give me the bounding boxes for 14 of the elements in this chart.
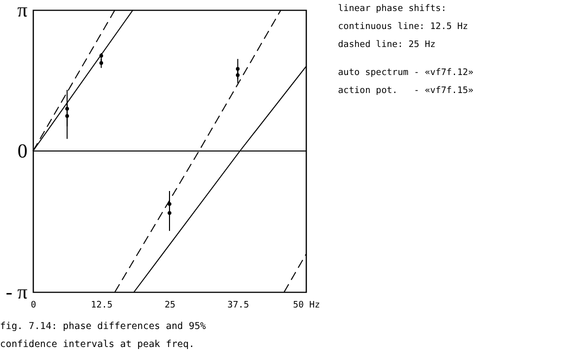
y-tick-label: - π (6, 282, 28, 304)
text: action pot. - «vf7f.15» (338, 85, 474, 98)
x-tick-label: 0 (30, 300, 36, 310)
y-tick-label: 0 (18, 140, 28, 162)
text: fig. 7.14: phase differences and 95% confidence intervals at peak freq. (0, 320, 207, 352)
text: linear phase shifts: (338, 3, 448, 16)
text: dashed line: 25 Hz (338, 39, 437, 52)
x-tick-label: 25 (164, 300, 176, 310)
x-tick-label: 37.5 (227, 300, 250, 310)
x-tick-label: 50 Hz (292, 300, 320, 310)
y-tick-label: π (17, 0, 28, 22)
x-tick-label: 12.5 (90, 300, 113, 310)
text: continuous line: 12.5 Hz (338, 21, 470, 34)
text: auto spectrum - «vf7f.12» (338, 67, 474, 80)
